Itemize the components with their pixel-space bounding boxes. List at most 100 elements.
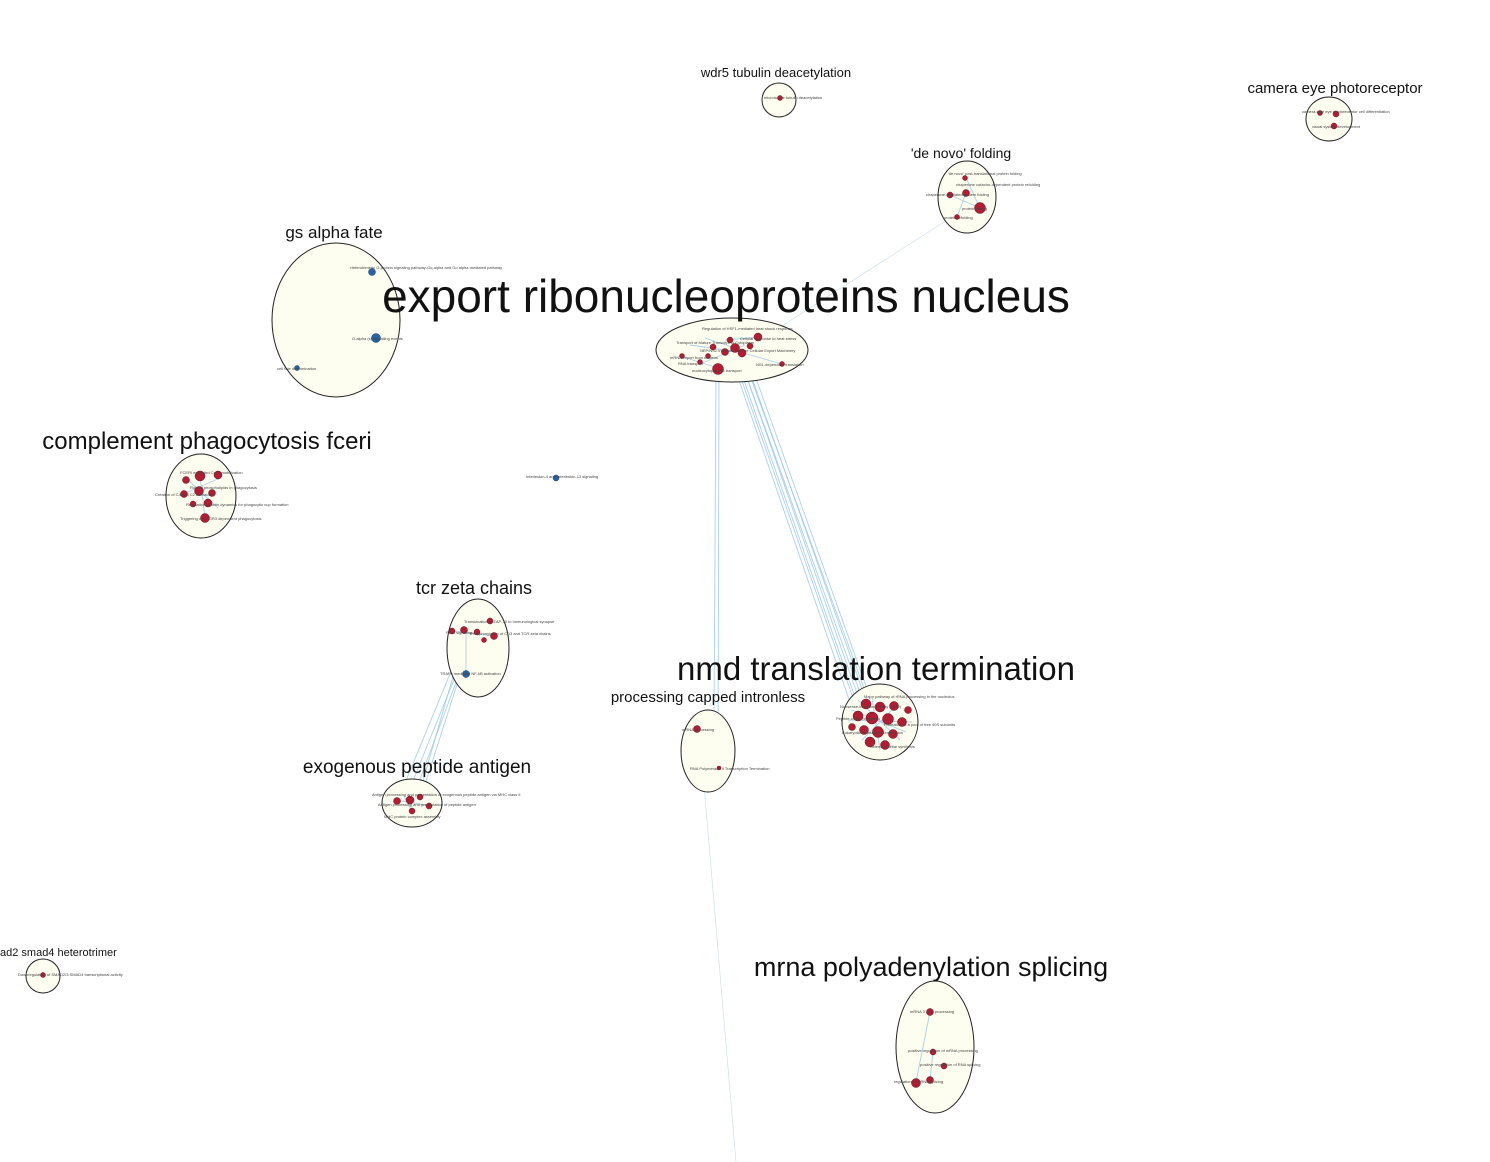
- node-label: G-alpha (s) signalling events: [352, 336, 403, 341]
- node[interactable]: [705, 353, 711, 359]
- node[interactable]: [208, 489, 216, 497]
- node-label: Cellular response to heat stress: [740, 336, 796, 341]
- node[interactable]: [462, 670, 470, 678]
- node[interactable]: [911, 1078, 921, 1088]
- node[interactable]: [697, 359, 703, 365]
- node[interactable]: [730, 343, 740, 353]
- node[interactable]: [859, 725, 869, 735]
- node[interactable]: [962, 175, 968, 181]
- cluster-camera-eye[interactable]: [1305, 96, 1353, 142]
- node[interactable]: [408, 807, 416, 815]
- node-label: Translocation of ZAP-70 to Immunological…: [464, 619, 555, 624]
- node-label: RNA Polymerase II Transcription Terminat…: [690, 766, 770, 771]
- node[interactable]: [294, 365, 300, 371]
- cluster-label-de-novo: 'de novo' folding: [911, 145, 1011, 161]
- node[interactable]: [40, 972, 46, 978]
- cluster-de-novo-folding[interactable]: [937, 160, 997, 234]
- node[interactable]: [946, 191, 954, 199]
- cluster-gs-alpha-fate[interactable]: [271, 242, 401, 398]
- node[interactable]: [852, 710, 864, 722]
- node-label: visual system development: [1312, 124, 1361, 129]
- node[interactable]: [864, 736, 876, 748]
- node[interactable]: [1317, 110, 1323, 116]
- cluster-tcr-zeta-chains[interactable]: [446, 598, 510, 698]
- node[interactable]: [180, 490, 188, 498]
- node[interactable]: [182, 476, 190, 484]
- cluster-mrna-polyadenylation[interactable]: [895, 980, 975, 1114]
- node[interactable]: [416, 793, 424, 801]
- node[interactable]: [888, 729, 898, 739]
- node[interactable]: [213, 470, 223, 480]
- node-label: Triggering of FCGR3 dependent phagocytos…: [180, 516, 261, 521]
- node[interactable]: [712, 363, 724, 375]
- node-label: Regulation of HSF1-mediated heat shock r…: [702, 326, 793, 331]
- edge: [739, 357, 865, 705]
- node[interactable]: [368, 268, 376, 276]
- node[interactable]: [929, 1048, 937, 1056]
- edge: [731, 359, 853, 709]
- node[interactable]: [926, 1008, 934, 1016]
- edge: [735, 363, 859, 713]
- edges-layer: [397, 214, 956, 1162]
- cluster-label-processing: processing capped intronless: [611, 689, 805, 706]
- node[interactable]: [405, 795, 415, 805]
- edge: [704, 337, 736, 349]
- node[interactable]: [425, 802, 433, 810]
- node[interactable]: [777, 95, 783, 101]
- node[interactable]: [746, 342, 754, 350]
- node[interactable]: [709, 343, 717, 351]
- node-label: chaperone-mediated protein folding: [926, 192, 989, 197]
- node-label: NS1-dependent translation: [756, 362, 804, 367]
- node[interactable]: [880, 740, 890, 750]
- node-label: Downregulation of SMAD2/3:SMAD4 transcri…: [18, 972, 123, 977]
- node[interactable]: [693, 725, 701, 733]
- node[interactable]: [872, 726, 884, 738]
- node[interactable]: [962, 189, 970, 197]
- edge: [759, 214, 956, 341]
- node[interactable]: [954, 214, 960, 220]
- node[interactable]: [974, 202, 986, 214]
- node-label: PD-1 signaling: [446, 630, 472, 635]
- node[interactable]: [737, 348, 747, 358]
- node[interactable]: [200, 513, 210, 523]
- node[interactable]: [874, 701, 886, 713]
- node[interactable]: [481, 637, 487, 643]
- node[interactable]: [865, 711, 879, 725]
- node[interactable]: [926, 1076, 934, 1084]
- node[interactable]: [1332, 110, 1340, 118]
- node[interactable]: [1330, 122, 1338, 130]
- node[interactable]: [721, 348, 729, 356]
- node[interactable]: [490, 632, 498, 640]
- node[interactable]: [726, 336, 734, 344]
- cluster-label-tcr: tcr zeta chains: [416, 578, 532, 598]
- node[interactable]: [460, 626, 468, 634]
- node[interactable]: [882, 713, 894, 725]
- node[interactable]: [203, 498, 213, 508]
- node[interactable]: [552, 474, 560, 482]
- node[interactable]: [473, 628, 481, 636]
- node[interactable]: [371, 333, 381, 343]
- node[interactable]: [448, 627, 456, 635]
- node[interactable]: [940, 1062, 948, 1070]
- node[interactable]: [779, 361, 785, 367]
- cluster-label-nmd: nmd translation termination: [677, 650, 1075, 687]
- cluster-label-mrna: mrna polyadenylation splicing: [754, 952, 1108, 982]
- node[interactable]: [889, 701, 899, 711]
- node[interactable]: [393, 797, 401, 805]
- node[interactable]: [679, 353, 685, 359]
- node-label: Nonsense-Mediated Decay (NMD): [840, 704, 902, 709]
- node[interactable]: [860, 698, 872, 710]
- cluster-labels-layer: export ribonucleoproteins nucleus nmd tr…: [0, 65, 1423, 982]
- node[interactable]: [848, 723, 856, 731]
- node[interactable]: [194, 470, 206, 482]
- node[interactable]: [189, 500, 197, 508]
- node[interactable]: [716, 765, 722, 771]
- node-label: positive regulation of RNA splicing: [920, 1062, 980, 1067]
- node[interactable]: [753, 332, 763, 342]
- node[interactable]: [897, 717, 907, 727]
- cluster-processing-capped[interactable]: [680, 709, 736, 793]
- edge: [956, 192, 967, 218]
- node[interactable]: [904, 706, 912, 714]
- node[interactable]: [486, 617, 494, 625]
- node[interactable]: [194, 486, 204, 496]
